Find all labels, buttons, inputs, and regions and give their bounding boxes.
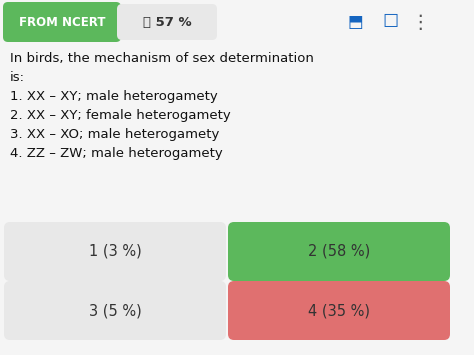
- Text: 👍 57 %: 👍 57 %: [143, 16, 191, 28]
- Text: ☐: ☐: [382, 13, 398, 31]
- FancyBboxPatch shape: [117, 4, 217, 40]
- Text: 1 (3 %): 1 (3 %): [89, 244, 141, 259]
- FancyBboxPatch shape: [228, 222, 450, 281]
- FancyBboxPatch shape: [228, 281, 450, 340]
- Text: 2 (58 %): 2 (58 %): [308, 244, 370, 259]
- Text: FROM NCERT: FROM NCERT: [19, 16, 105, 28]
- FancyBboxPatch shape: [3, 2, 121, 42]
- Text: 3 (5 %): 3 (5 %): [89, 303, 141, 318]
- Text: 4 (35 %): 4 (35 %): [308, 303, 370, 318]
- Text: ⬒: ⬒: [347, 13, 363, 31]
- FancyBboxPatch shape: [4, 222, 226, 281]
- Text: In birds, the mechanism of sex determination
is:
1. XX – XY; male heterogamety
2: In birds, the mechanism of sex determina…: [10, 52, 314, 160]
- Text: ⋮: ⋮: [410, 12, 430, 32]
- FancyBboxPatch shape: [4, 281, 226, 340]
